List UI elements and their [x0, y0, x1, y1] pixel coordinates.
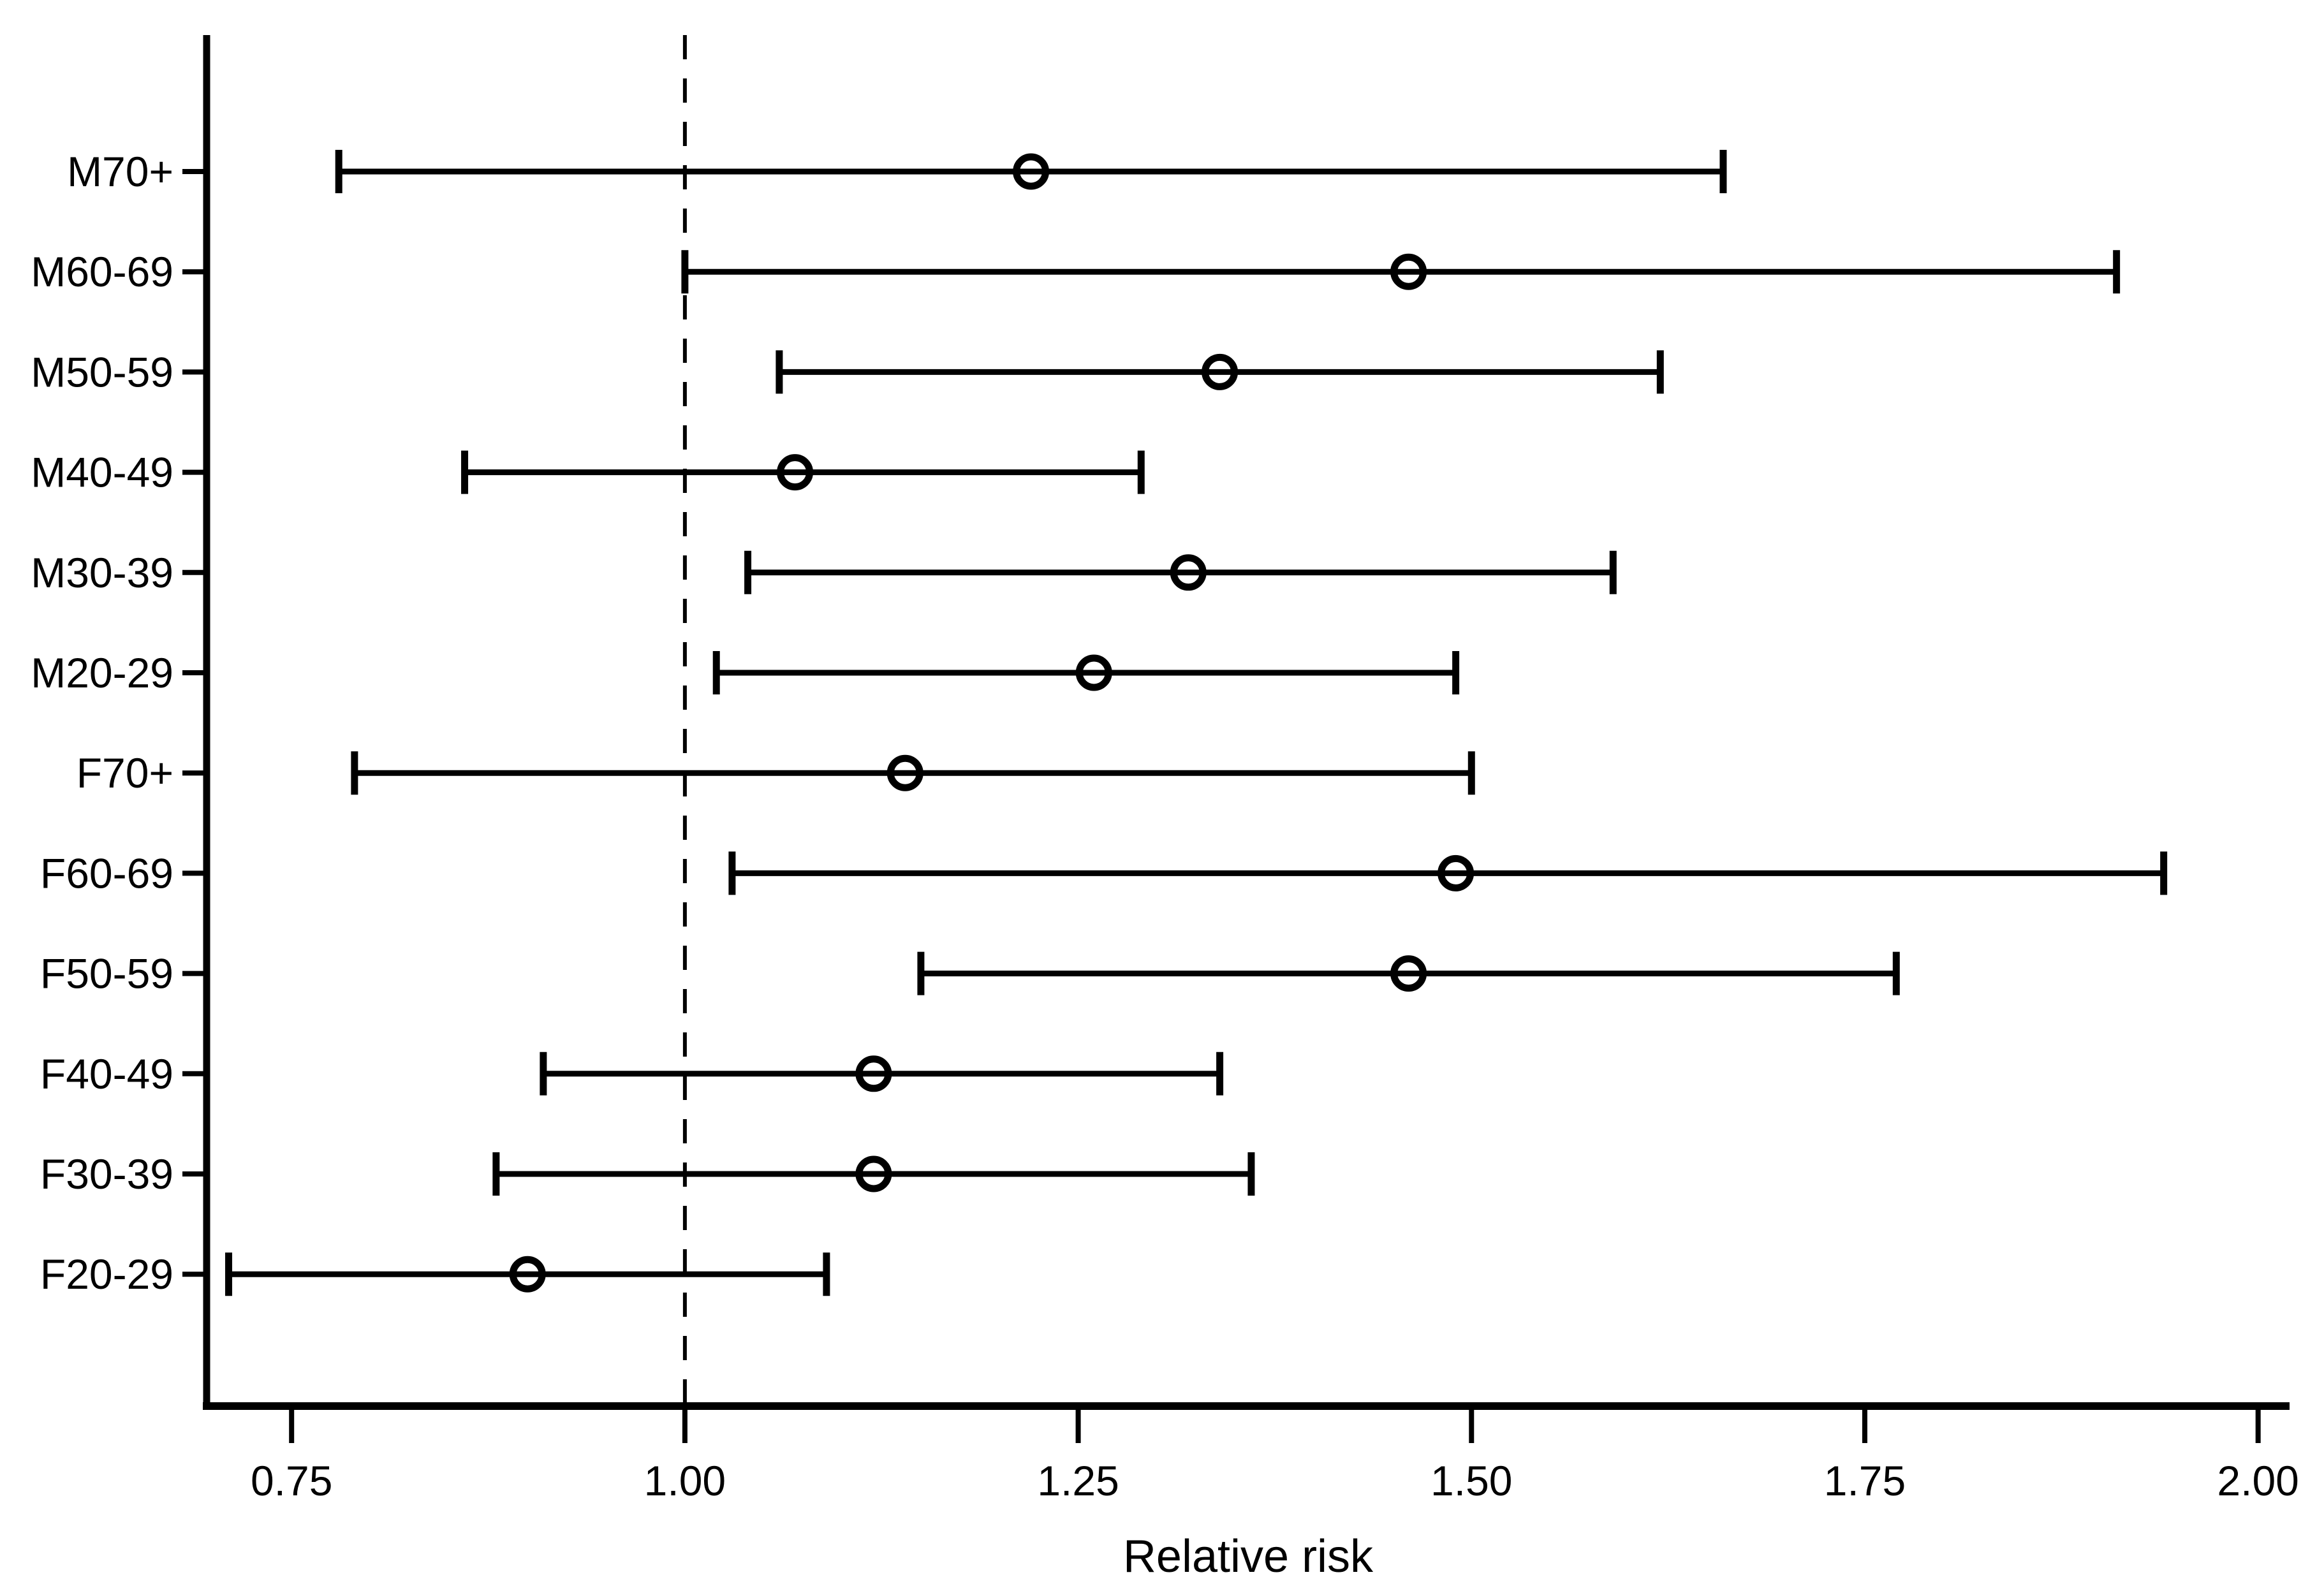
point-marker-F60-69: [1438, 854, 1475, 891]
x-tick-label-0.75: 0.75: [251, 1457, 332, 1504]
y-category-label-F60-69: F60-69: [40, 849, 173, 897]
point-marker-M30-39: [1170, 554, 1207, 591]
point-marker-F70+: [886, 754, 923, 791]
y-category-label-M60-69: M60-69: [31, 248, 173, 295]
point-marker-M40-49: [777, 454, 814, 491]
y-category-label-M70+: M70+: [67, 148, 173, 195]
x-tick-label-1.75: 1.75: [1824, 1457, 1906, 1504]
y-category-labels-group: M70+ M60-69 M50-59 M40-49 M30-39 M20-29 F70+ F6…: [31, 148, 173, 1298]
point-marker-F20-29: [509, 1256, 546, 1293]
point-marker-F40-49: [855, 1055, 892, 1092]
point-marker-M70+: [1013, 153, 1050, 190]
y-category-label-F50-59: F50-59: [40, 950, 173, 997]
y-category-label-M20-29: M20-29: [31, 649, 173, 696]
x-tick-label-1.25: 1.25: [1037, 1457, 1119, 1504]
x-tick-label-2.00: 2.00: [2217, 1457, 2298, 1504]
axes-group: [182, 35, 2290, 1443]
point-marker-F50-59: [1390, 955, 1427, 992]
point-marker-M60-69: [1390, 253, 1427, 290]
y-category-label-M50-59: M50-59: [31, 348, 173, 395]
point-marker-M50-59: [1202, 353, 1239, 390]
y-category-label-M30-39: M30-39: [31, 549, 173, 596]
point-marker-F30-39: [855, 1155, 892, 1192]
x-axis-title: Relative risk: [1123, 1531, 1374, 1582]
y-category-label-F70+: F70+: [77, 749, 173, 796]
y-category-label-M40-49: M40-49: [31, 449, 173, 496]
x-tick-label-1.50: 1.50: [1430, 1457, 1512, 1504]
y-category-label-F20-29: F20-29: [40, 1250, 173, 1298]
x-tick-labels-group: 0.75 1.00 1.25 1.50 1.75 2.00: [251, 1457, 2299, 1504]
y-category-label-F40-49: F40-49: [40, 1050, 173, 1097]
error-bars-group: [225, 150, 2168, 1296]
point-marker-M20-29: [1075, 654, 1112, 691]
x-tick-label-1.00: 1.00: [644, 1457, 726, 1504]
y-category-label-F30-39: F30-39: [40, 1150, 173, 1198]
